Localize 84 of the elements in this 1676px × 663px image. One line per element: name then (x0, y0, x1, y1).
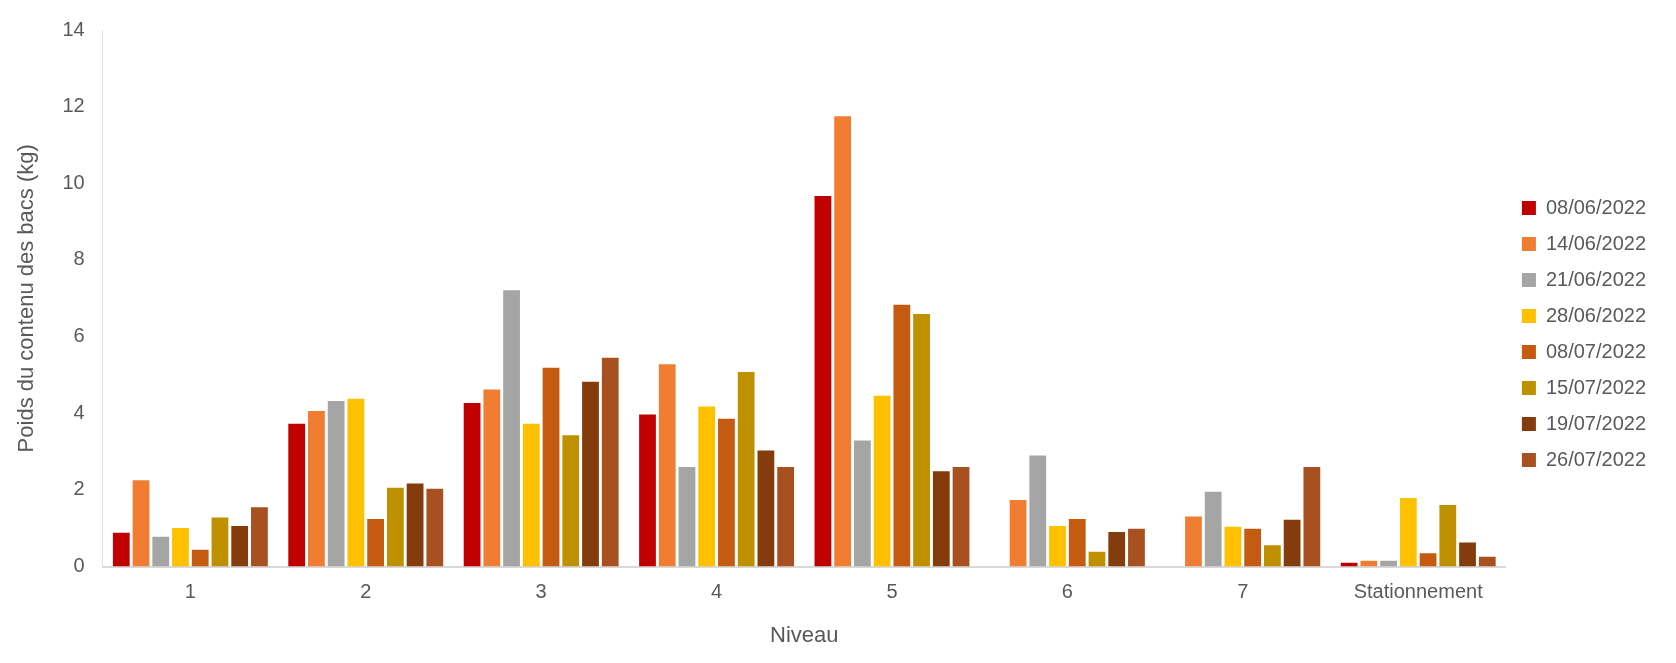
legend-label: 08/06/2022 (1545, 195, 1647, 218)
bar (132, 480, 150, 567)
bar (112, 532, 130, 567)
bar (308, 410, 325, 567)
bar (327, 401, 345, 567)
bar (426, 488, 444, 567)
y-tick-label: 8 (73, 247, 85, 270)
bar (1439, 504, 1457, 567)
x-tick-label: 3 (535, 580, 547, 603)
y-tick-label: 4 (73, 400, 85, 423)
bar (639, 414, 656, 567)
bar (1399, 497, 1417, 567)
bar (367, 519, 385, 567)
legend-label: 14/06/2022 (1545, 231, 1647, 254)
bar (211, 517, 229, 567)
y-tick-label: 0 (73, 554, 85, 577)
bar (834, 116, 852, 567)
x-tick-label: 7 (1237, 580, 1249, 603)
bar (1224, 526, 1242, 567)
bar (463, 402, 481, 567)
bar (1009, 499, 1027, 567)
bar (814, 195, 832, 567)
y-tick-label: 2 (73, 477, 85, 500)
legend-label: 08/07/2022 (1545, 339, 1647, 362)
legend-label: 28/06/2022 (1545, 303, 1647, 326)
bar (718, 418, 735, 567)
bar (893, 304, 911, 567)
bar (1049, 525, 1066, 567)
bar (1128, 528, 1145, 567)
bar (503, 290, 520, 567)
bar (191, 549, 209, 567)
bar (658, 364, 676, 567)
legend-label: 19/07/2022 (1545, 411, 1647, 434)
bar (1264, 545, 1281, 567)
y-tick-label: 14 (62, 17, 85, 40)
bar (678, 466, 696, 567)
bar (1204, 491, 1222, 567)
bar (853, 440, 871, 567)
bar (172, 527, 189, 567)
bar (251, 507, 268, 567)
bar (1185, 516, 1202, 567)
bar (601, 357, 619, 567)
bar (288, 423, 306, 567)
x-tick-label: 1 (184, 580, 196, 603)
bar (1303, 466, 1321, 567)
bar (1459, 542, 1476, 567)
bar (1419, 553, 1437, 567)
bar (522, 423, 540, 567)
x-tick-label: Stationnement (1353, 580, 1484, 603)
y-tick-label: 6 (73, 324, 85, 347)
bar (932, 471, 950, 567)
bar (698, 406, 716, 567)
bar (1244, 528, 1262, 567)
x-tick-label: 4 (711, 580, 723, 603)
bar (1283, 519, 1301, 567)
legend-label: 15/07/2022 (1545, 375, 1647, 398)
y-axis-title: Poids du contenu des bacs (kg) (13, 144, 39, 453)
y-tick-label: 10 (62, 170, 85, 193)
bar (1068, 519, 1086, 567)
bar (483, 389, 501, 567)
y-tick-label: 12 (62, 94, 85, 117)
x-tick-label: 5 (886, 580, 898, 603)
bar (582, 381, 599, 567)
bar (1478, 556, 1496, 567)
bar (873, 395, 891, 567)
bar (737, 371, 755, 567)
x-axis-title: Niveau (770, 621, 839, 647)
bar (386, 487, 404, 567)
bar (777, 466, 795, 567)
bar (152, 536, 170, 567)
bar (406, 483, 424, 567)
legend-label: 26/07/2022 (1545, 447, 1647, 470)
legend-label: 21/06/2022 (1545, 267, 1647, 290)
bar (562, 435, 580, 567)
bar (1108, 532, 1126, 567)
x-tick-label: 2 (360, 580, 372, 603)
bar (347, 398, 365, 567)
bar (913, 314, 930, 567)
bar (542, 367, 560, 567)
bar (231, 525, 249, 567)
x-tick-label: 6 (1061, 580, 1073, 603)
bar (952, 466, 970, 567)
bar (1029, 455, 1047, 567)
bar (757, 450, 775, 567)
